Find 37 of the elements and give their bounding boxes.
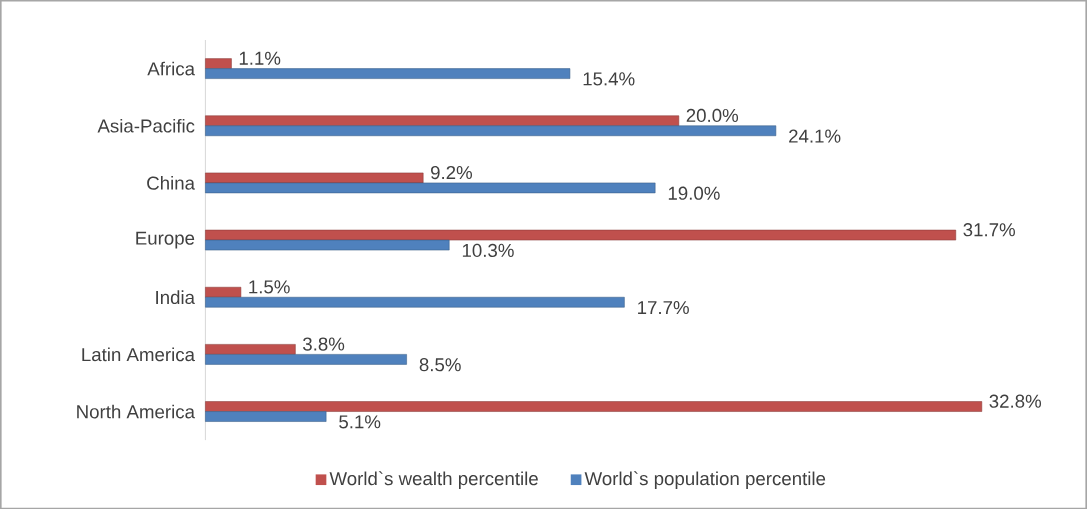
bar: [205, 229, 957, 241]
data-label: 9.2%: [430, 165, 473, 179]
bar: [205, 68, 571, 79]
bar: [205, 411, 327, 422]
data-label: 15.4%: [583, 72, 635, 86]
data-label: 8.5%: [419, 357, 461, 372]
bar: [205, 115, 680, 126]
bar: [205, 286, 242, 298]
data-label: 17.7%: [638, 300, 689, 314]
data-label: 10.3%: [462, 243, 514, 257]
data-label: 5.1%: [339, 415, 381, 429]
data-label: 1.5%: [249, 280, 290, 294]
bar: [205, 58, 232, 69]
bar: [205, 343, 296, 355]
data-label: 20.0%: [686, 108, 739, 122]
bar: [205, 296, 625, 308]
y-tick-label: India: [156, 290, 195, 304]
y-tick-label: North America: [77, 404, 195, 419]
legend-label: World`s wealth percentile: [329, 471, 538, 489]
data-label: 31.7%: [963, 222, 1015, 237]
data-label: 3.8%: [303, 337, 345, 351]
bar: [205, 125, 777, 136]
y-tick-label: Latin America: [82, 347, 195, 362]
y-tick-label: Africa: [147, 61, 196, 76]
y-tick-label: Asia-Pacific: [97, 118, 195, 133]
data-label: 19.0%: [668, 186, 720, 200]
bar: [205, 401, 983, 412]
bar: [205, 182, 656, 193]
y-tick-label: China: [147, 175, 195, 190]
data-label: 32.8%: [989, 394, 1042, 408]
bar: [205, 172, 424, 183]
y-tick-label: Europe: [136, 231, 195, 249]
bar: [205, 353, 407, 365]
legend-label: World`s population percentile: [584, 471, 826, 489]
data-label: 1.1%: [239, 51, 281, 65]
data-label: 24.1%: [789, 129, 841, 143]
bar: [205, 239, 450, 251]
